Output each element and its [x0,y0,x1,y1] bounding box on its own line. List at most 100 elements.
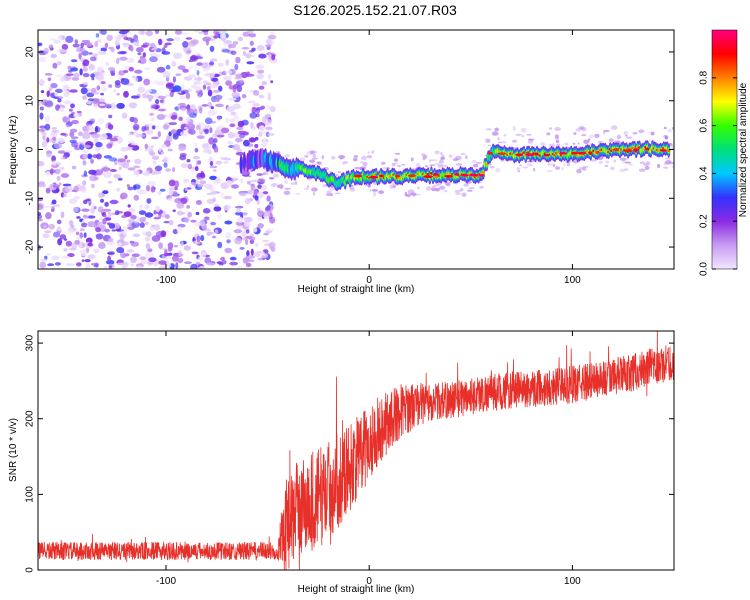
noise-blob [321,155,324,160]
noise-blob [284,179,288,185]
noise-blob [257,257,264,261]
noise-blob [605,160,610,164]
noise-blob [394,158,398,162]
noise-blob [671,144,674,150]
noise-blob [81,149,90,153]
noise-blob [311,187,318,192]
noise-blob [38,128,46,132]
ridge-peak [353,174,363,178]
noise-blob [174,197,183,204]
noise-blob [416,163,421,168]
noise-blob [123,69,129,74]
noise-blob [598,160,603,165]
noise-blob [364,165,367,168]
noise-blob [168,219,174,226]
noise-blob [533,169,536,172]
noise-blob [172,228,178,235]
noise-blob [174,180,180,188]
noise-blob [265,131,270,138]
noise-blob [265,44,272,47]
noise-blob [145,123,154,127]
noise-blob [95,227,101,233]
noise-blob [74,195,80,200]
noise-blob [547,163,554,166]
noise-blob [52,137,57,141]
noise-blob [157,54,162,58]
noise-blob [184,123,192,127]
noise-blob [108,265,113,269]
noise-blob [268,53,272,61]
noise-blob [209,175,218,180]
noise-blob [75,231,80,236]
noise-blob [181,163,189,169]
noise-blob [107,255,111,263]
noise-blob [237,265,242,268]
noise-blob [225,180,233,187]
noise-blob [116,92,120,96]
noise-blob [100,198,104,203]
noise-blob [341,162,347,165]
noise-blob [434,150,440,155]
noise-blob [150,151,156,157]
noise-blob [106,34,113,42]
noise-blob [367,151,370,154]
noise-blob [255,107,260,114]
noise-blob [219,33,226,39]
noise-blob [217,241,223,249]
noise-blob [434,187,440,192]
noise-blob [119,233,125,241]
noise-blob [196,70,200,76]
noise-blob [91,133,100,139]
noise-blob [203,145,210,152]
noise-blob [207,231,214,235]
noise-blob [233,176,239,179]
noise-blob [241,46,250,50]
noise-blob [105,62,110,66]
noise-blob [65,35,74,44]
noise-blob [96,39,102,43]
noise-blob [148,98,152,102]
noise-blob [147,180,156,187]
noise-blob [638,168,646,172]
noise-blob [555,144,561,147]
noise-blob [225,80,233,86]
y-tick-label: 20 [25,46,36,58]
ridge-peak [534,152,539,156]
noise-blob [82,59,90,67]
noise-blob [196,62,203,66]
noise-blob [117,262,124,266]
noise-blob [185,37,193,40]
noise-blob [373,191,377,197]
noise-blob [155,125,160,131]
colorbar-tick-label: 0.2 [699,214,710,228]
figure-title: S126.2025.152.21.07.R03 [293,2,457,18]
noise-blob [117,51,127,55]
noise-blob [211,134,219,139]
noise-blob [215,160,223,165]
noise-blob [610,125,618,130]
noise-blob [133,117,138,124]
noise-blob [334,192,342,195]
noise-blob [172,209,176,212]
noise-blob [224,247,233,254]
noise-blob [104,228,110,233]
noise-blob [455,193,462,196]
noise-blob [241,94,247,99]
noise-blob [67,228,74,235]
noise-blob [118,166,122,170]
noise-blob [186,159,191,163]
noise-blob [116,187,121,192]
noise-blob [127,132,133,137]
noise-blob [54,92,58,97]
noise-blob [204,128,210,135]
ridge-peak [468,173,479,177]
noise-blob [210,190,217,196]
noise-blob [163,124,169,130]
noise-blob [455,163,463,166]
noise-blob [137,60,142,64]
ridge-segment [239,156,243,172]
noise-blob [71,141,79,148]
noise-blob [39,125,47,129]
noise-blob [395,162,398,165]
